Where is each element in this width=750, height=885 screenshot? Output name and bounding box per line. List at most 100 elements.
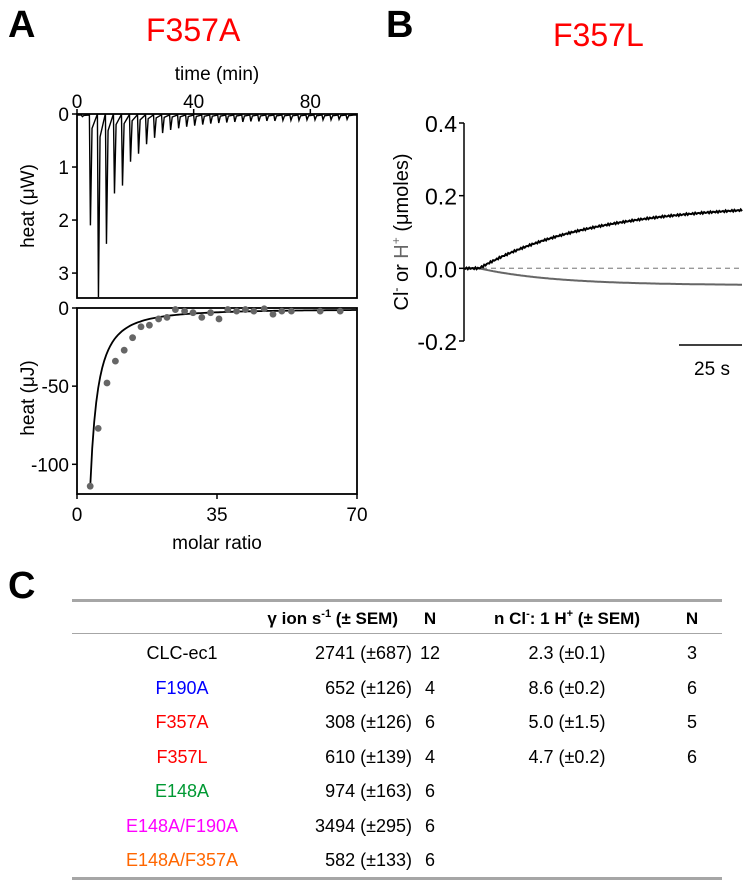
stoichiometry-n: 6 bbox=[686, 746, 697, 767]
flux-ylabel-or: or bbox=[391, 259, 413, 288]
construct-name: F190A bbox=[155, 677, 209, 698]
rate-n: 4 bbox=[424, 677, 435, 698]
isotherm-data-point bbox=[189, 309, 197, 317]
table-top-rule bbox=[72, 599, 722, 602]
isotherm-fit-curve bbox=[89, 309, 357, 488]
panel-b-letter: B bbox=[386, 4, 414, 46]
thermogram-trace bbox=[77, 114, 357, 297]
construct-name: E148A/F190A bbox=[125, 815, 239, 836]
construct-name: E148A bbox=[154, 781, 210, 801]
header-ratio-sup1: - bbox=[526, 608, 530, 620]
rate-n: 12 bbox=[419, 643, 441, 663]
stoichiometry-n: 5 bbox=[686, 712, 697, 732]
isotherm-data-point bbox=[137, 323, 145, 331]
header-rate-prefix: γ ion s bbox=[267, 609, 322, 628]
thermogram-x-tick-label: 40 bbox=[183, 92, 204, 113]
thermogram-y-tick-label: 3 bbox=[58, 264, 69, 285]
charts-svg: time (min) 0 40 80 0 1 2 3 heat (μW) 0 35 70 0 -… bbox=[18, 64, 743, 554]
header-ratio-p3: (± SEM) bbox=[573, 609, 640, 628]
flux-y-tick-label: -0.2 bbox=[417, 329, 457, 355]
header-rate-sup: -1 bbox=[321, 608, 332, 620]
table-row: F357A 308 (±126) 6 5.0 (±1.5) 5 bbox=[72, 708, 722, 740]
header-n1: N bbox=[423, 609, 437, 628]
header-ratio-p2: : 1 H bbox=[529, 609, 567, 628]
panel-b-title: F357L bbox=[553, 17, 644, 53]
isotherm-data-point bbox=[103, 379, 111, 387]
stoichiometry: 4.7 (±0.2) bbox=[528, 746, 606, 767]
flux-y-axis-label: Cl- or H+ (μmoles) bbox=[389, 153, 413, 310]
table-row: E148A/F190A 3494 (±295) 6 bbox=[72, 812, 722, 844]
header-n2: N bbox=[685, 609, 699, 628]
stoichiometry: 5.0 (±1.5) bbox=[528, 712, 606, 732]
isotherm-data-point bbox=[269, 310, 277, 318]
isotherm-y-tick-label: 0 bbox=[58, 299, 69, 320]
rate-n: 6 bbox=[424, 712, 435, 732]
transport-rate: 2741 (±687) bbox=[315, 643, 412, 663]
table-bottom-rule bbox=[72, 877, 722, 880]
isotherm-data-point bbox=[207, 309, 215, 317]
isotherm-x-tick-label: 70 bbox=[346, 505, 367, 526]
construct-name: E148A/F357A bbox=[125, 850, 239, 870]
isotherm-data-point bbox=[198, 313, 206, 321]
flux-ylabel-cl-charge: - bbox=[389, 288, 403, 292]
header-ratio-p1: n Cl bbox=[494, 609, 527, 628]
flux-ylabel-h: H bbox=[391, 244, 413, 258]
thermogram-frame bbox=[76, 113, 358, 299]
flux-trace-chart: 0.4 0.2 0.0 -0.2 Cl- or H+ (μmoles) 25 s bbox=[389, 111, 743, 380]
scale-bar-label: 25 s bbox=[694, 359, 730, 380]
flux-ylabel-h-charge: + bbox=[389, 237, 403, 244]
rate-n: 4 bbox=[424, 746, 435, 767]
isotherm-x-tick-label: 0 bbox=[72, 505, 83, 526]
isotherm-x-tick-label: 35 bbox=[206, 505, 227, 526]
transport-rate: 610 (±139) bbox=[325, 746, 412, 767]
table-row: F190A 652 (±126) 4 8.6 (±0.2) 6 bbox=[72, 674, 722, 706]
transport-rate: 652 (±126) bbox=[325, 677, 412, 698]
panel-c-letter: C bbox=[8, 565, 36, 607]
isotherm-y-axis-label: heat (μJ) bbox=[18, 360, 39, 435]
panel-a-title: F357A bbox=[146, 12, 241, 48]
thermogram-y-tick-label: 0 bbox=[58, 105, 69, 126]
rate-n: 6 bbox=[424, 781, 435, 801]
isotherm-data-point bbox=[129, 334, 137, 342]
isotherm-data-point bbox=[215, 315, 223, 323]
isotherm-data-point bbox=[242, 306, 249, 313]
stoichiometry: 2.3 (±0.1) bbox=[528, 643, 606, 663]
flux-y-tick-label: 0.2 bbox=[425, 184, 457, 210]
thermogram-y-tick-label: 1 bbox=[58, 158, 69, 179]
isotherm-y-tick-label: -50 bbox=[42, 377, 69, 398]
flux-y-tick-label: 0.4 bbox=[425, 111, 457, 137]
header-ratio: n Cl-: 1 H+ (± SEM) bbox=[472, 605, 662, 633]
transport-rate: 3494 (±295) bbox=[315, 815, 412, 836]
panel-a-letter: A bbox=[8, 4, 36, 46]
header-rate-suffix: (± SEM) bbox=[331, 609, 398, 628]
itc-thermogram-chart: time (min) 0 40 80 0 1 2 3 heat (μW) bbox=[18, 64, 358, 299]
thermogram-y-axis-label: heat (μW) bbox=[18, 164, 39, 248]
thermogram-x-axis-label: time (min) bbox=[175, 64, 259, 85]
flux-y-tick-label: 0.0 bbox=[425, 256, 457, 282]
isotherm-data-point bbox=[120, 346, 128, 354]
table-row: E148A/F357A 582 (±133) 6 bbox=[72, 846, 722, 878]
rate-n: 6 bbox=[424, 815, 435, 836]
isotherm-data-point bbox=[172, 306, 179, 313]
isotherm-data-point bbox=[86, 482, 94, 490]
stoichiometry: 8.6 (±0.2) bbox=[528, 677, 606, 698]
isotherm-y-tick-label: -100 bbox=[31, 455, 69, 476]
isotherm-data-point bbox=[278, 307, 286, 315]
construct-name: F357L bbox=[156, 746, 208, 767]
flux-ylabel-units: (μmoles) bbox=[391, 153, 413, 237]
transport-rate: 582 (±133) bbox=[325, 850, 412, 870]
isotherm-data-point bbox=[155, 315, 163, 323]
isotherm-data-point bbox=[250, 307, 258, 315]
isotherm-data-point bbox=[224, 306, 232, 313]
isotherm-data-point bbox=[146, 321, 153, 329]
rate-n: 6 bbox=[424, 850, 435, 870]
isotherm-data-point bbox=[163, 313, 171, 321]
table-header-rule bbox=[72, 633, 722, 634]
flux-ylabel-cl: Cl bbox=[391, 292, 413, 311]
table-row: CLC-ec1 2741 (±687) 12 2.3 (±0.1) 3 bbox=[72, 639, 722, 671]
chloride-trace bbox=[463, 207, 743, 271]
isotherm-data-point bbox=[94, 424, 102, 432]
construct-name: F357A bbox=[155, 712, 209, 732]
header-ratio-sup2: + bbox=[566, 608, 574, 620]
table-row: E148A 974 (±163) 6 bbox=[72, 777, 722, 809]
